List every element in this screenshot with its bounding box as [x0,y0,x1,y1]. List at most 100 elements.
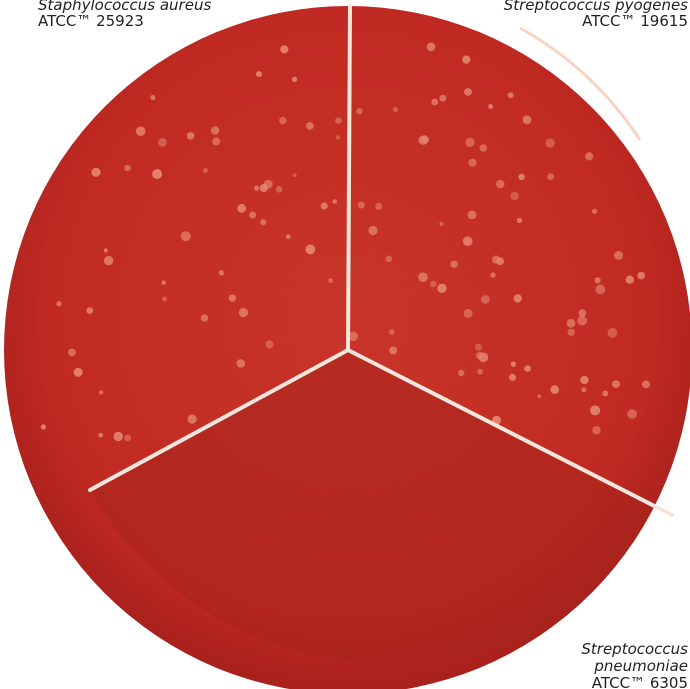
colony [150,94,156,101]
colony [637,271,645,280]
colony [592,426,601,435]
colony [510,191,519,201]
colony [607,327,618,338]
colony [256,71,262,78]
colony [496,179,505,189]
colony [375,202,383,210]
colony [465,137,475,147]
colony [431,98,439,106]
colony [602,390,609,397]
colony [420,135,429,144]
colony [524,365,531,372]
colony [249,211,257,219]
colonies [40,42,650,442]
colony [254,185,260,191]
colony [335,117,342,124]
colony [228,294,237,302]
colony [56,301,62,307]
colony [135,126,146,136]
colony [103,248,108,253]
colony [392,106,399,112]
colony [291,76,298,83]
pneumoniae-sector [90,350,672,664]
colony [389,329,395,335]
colony [368,225,378,236]
colony [152,169,163,179]
colony [590,405,601,416]
colony [68,348,76,357]
colony [625,275,634,284]
colony [595,284,606,295]
colony [594,277,601,284]
colony [186,132,195,140]
colony [585,152,594,161]
strain-label: ATCC™ 25923 [38,12,144,30]
colony [464,88,472,96]
species-label: pneumoniae [593,657,688,675]
colony [475,351,484,360]
colony [292,173,297,178]
colony [275,186,283,193]
colony [516,217,523,224]
colony [481,295,490,304]
colony [348,331,359,342]
strain-label: ATCC™ 19615 [582,12,688,30]
colony [488,104,493,109]
colony [490,272,496,278]
colony [458,369,465,377]
colony [612,380,620,388]
colony [462,55,471,64]
colony [124,164,131,172]
colony [210,126,220,135]
colony [113,431,123,442]
colony [496,257,505,266]
colony [439,94,447,102]
colony [306,122,314,130]
colony [162,296,167,302]
colony [335,135,340,140]
colony [567,328,575,336]
colony [98,432,103,438]
colony [389,346,398,355]
colony [203,168,208,173]
colony [578,309,587,317]
colony [218,270,224,276]
colony [518,173,525,180]
colony [429,280,437,288]
dividers [88,4,674,517]
colony [580,375,589,385]
colony [356,108,363,115]
colony [474,343,482,351]
colony [238,308,248,318]
colony [513,294,522,303]
colony [86,307,94,314]
colony [426,42,436,52]
colony [437,283,447,293]
colony [259,184,268,192]
colony [550,385,559,394]
colony [73,367,83,377]
colony [450,260,458,268]
colony [522,115,532,125]
colony [577,315,588,326]
colony [236,359,246,368]
colony [467,210,477,220]
colony [477,368,483,375]
colony [158,138,167,147]
colony [581,387,587,393]
colony [418,272,428,283]
rim-highlight [519,26,642,141]
colony [510,361,517,367]
colony [537,394,542,399]
colony [642,380,650,389]
colony [103,255,114,266]
colony [627,409,637,419]
colony [385,255,393,263]
colony [286,234,291,239]
colony [265,340,274,349]
colony [462,236,473,246]
colony [91,167,101,177]
colony [507,92,514,99]
colony [614,250,623,260]
colony [591,208,598,214]
